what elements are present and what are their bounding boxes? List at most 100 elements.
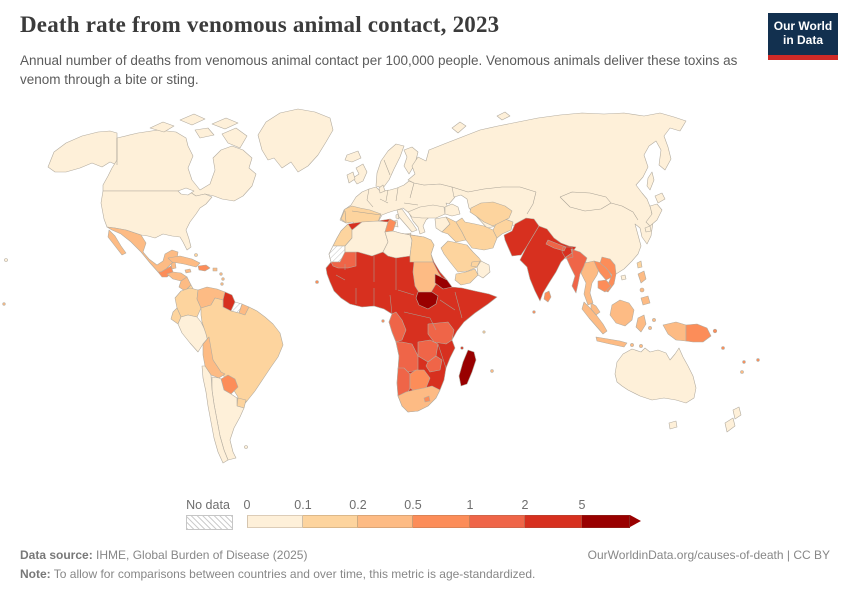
country-bolivia[interactable] <box>202 336 226 379</box>
country-indonesia-maluku[interactable] <box>652 318 656 322</box>
country-south-africa[interactable] <box>397 385 441 413</box>
country-eritrea[interactable] <box>434 273 453 290</box>
country-ireland[interactable] <box>346 171 356 184</box>
country-mauritania[interactable] <box>330 251 357 269</box>
country-denmark[interactable] <box>378 184 386 194</box>
country-lesser-antilles[interactable] <box>221 277 225 281</box>
country-india[interactable] <box>519 225 577 302</box>
country-baffin-island[interactable] <box>221 127 248 149</box>
country-zimbabwe[interactable] <box>425 355 443 373</box>
country-mexico-baja[interactable] <box>107 229 127 256</box>
legend-band-0-0.1[interactable] <box>247 515 303 528</box>
country-japan[interactable] <box>645 203 663 227</box>
country-united-kingdom[interactable] <box>352 163 368 185</box>
country-new-caledonia[interactable] <box>740 370 744 374</box>
country-maldives[interactable] <box>532 310 536 314</box>
country-japan[interactable] <box>644 225 652 233</box>
country-pakistan[interactable] <box>503 217 540 257</box>
country-cape-verde[interactable] <box>315 280 319 284</box>
country-mauritius[interactable] <box>490 369 494 373</box>
country-new-zealand[interactable] <box>724 417 736 433</box>
country-indonesia-lesser-sunda[interactable] <box>630 343 634 347</box>
country-new-britain[interactable] <box>712 328 718 334</box>
legend-band-0.2-0.5[interactable] <box>358 515 413 528</box>
no-data-swatch[interactable] <box>186 515 233 530</box>
country-uae[interactable] <box>470 260 481 268</box>
country-australia[interactable] <box>614 347 697 404</box>
country-nepal[interactable] <box>545 239 567 252</box>
country-philippines[interactable] <box>639 287 645 293</box>
country-philippines[interactable] <box>640 295 651 306</box>
country-libya[interactable] <box>382 230 413 259</box>
country-arctic-islands[interactable] <box>149 121 175 133</box>
country-philippines[interactable] <box>637 270 647 284</box>
country-egypt[interactable] <box>409 234 435 263</box>
country-hispaniola[interactable] <box>197 264 211 272</box>
country-myanmar[interactable] <box>565 248 588 294</box>
country-fiji[interactable] <box>756 358 760 362</box>
country-lesser-antilles[interactable] <box>220 282 224 286</box>
country-hawaii[interactable] <box>4 258 8 262</box>
country-cambodia[interactable] <box>597 279 612 293</box>
country-tunisia[interactable] <box>384 218 397 233</box>
country-mexico[interactable] <box>106 226 179 273</box>
country-sao-tome[interactable] <box>381 319 385 323</box>
country-polynesia[interactable] <box>2 302 6 306</box>
country-cuba[interactable] <box>167 255 201 268</box>
country-novaya-zemlya[interactable] <box>451 121 467 134</box>
country-hainan[interactable] <box>620 274 627 281</box>
country-indonesia-papua[interactable] <box>662 321 687 342</box>
country-jamaica[interactable] <box>184 268 192 274</box>
country-indonesia-lesser-sunda[interactable] <box>639 344 643 348</box>
country-arctic-islands[interactable] <box>179 113 206 126</box>
country-vanuatu[interactable] <box>742 360 746 364</box>
country-sakhalin[interactable] <box>646 171 655 191</box>
country-arctic-islands[interactable] <box>194 127 215 139</box>
country-madagascar[interactable] <box>458 349 477 387</box>
country-iceland[interactable] <box>344 150 362 163</box>
region-caucasus[interactable] <box>444 203 461 217</box>
legend-band-0.1-0.2[interactable] <box>303 515 358 528</box>
country-south-sudan[interactable] <box>415 291 439 310</box>
country-ecuador[interactable] <box>170 307 182 325</box>
country-new-zealand[interactable] <box>732 406 742 420</box>
country-malaysia[interactable] <box>590 302 601 316</box>
country-yemen[interactable] <box>454 268 479 286</box>
country-botswana[interactable] <box>409 369 431 393</box>
country-indonesia-java[interactable] <box>595 336 628 348</box>
country-puerto-rico[interactable] <box>212 267 218 272</box>
country-alaska[interactable] <box>47 130 118 173</box>
country-indonesia-sumatra[interactable] <box>581 301 608 335</box>
country-tasmania[interactable] <box>668 420 678 430</box>
country-borneo[interactable] <box>609 299 635 327</box>
country-norway-sweden[interactable] <box>375 143 405 189</box>
country-arctic-islands[interactable] <box>211 117 239 130</box>
legend-band-1-2[interactable] <box>470 515 525 528</box>
country-comoros[interactable] <box>460 346 464 350</box>
country-japan[interactable] <box>654 192 666 204</box>
country-sri-lanka[interactable] <box>543 290 552 303</box>
country-lesser-antilles[interactable] <box>219 272 223 276</box>
country-lesotho[interactable] <box>423 395 431 403</box>
country-solomon-islands[interactable] <box>721 346 725 350</box>
country-taiwan[interactable] <box>636 260 643 269</box>
legend-band-2-5[interactable] <box>525 515 582 528</box>
country-finland[interactable] <box>403 146 419 175</box>
country-bahamas[interactable] <box>194 253 198 257</box>
country-indonesia-sulawesi[interactable] <box>635 314 647 333</box>
country-chile[interactable] <box>201 365 229 464</box>
country-greenland[interactable] <box>257 108 334 173</box>
owid-link[interactable]: OurWorldinData.org/causes-of-death | CC … <box>587 548 830 562</box>
country-severnaya-zemlya[interactable] <box>496 111 511 121</box>
country-sudan[interactable] <box>412 261 443 295</box>
country-indonesia-maluku[interactable] <box>648 326 652 330</box>
legend-band->5[interactable] <box>582 515 630 528</box>
country-gabon-congo[interactable] <box>388 311 407 343</box>
country-falkland-islands[interactable] <box>244 445 248 449</box>
legend-color-scale[interactable]: 0 0.1 0.2 0.5 1 2 5 <box>244 498 641 528</box>
country-italy[interactable] <box>396 208 418 233</box>
country-turkmenistan-uzbekistan[interactable] <box>469 201 513 227</box>
owid-logo[interactable]: Our World in Data <box>768 13 838 60</box>
country-seychelles[interactable] <box>482 330 486 334</box>
